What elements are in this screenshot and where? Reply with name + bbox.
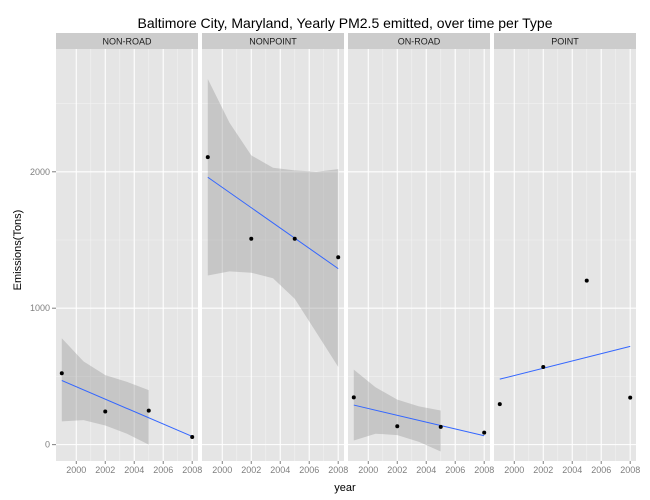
- x-tick-label: 2002: [95, 465, 115, 475]
- x-tick-label: 2006: [591, 465, 611, 475]
- data-point: [628, 395, 633, 400]
- y-tick-label: 2000: [30, 167, 50, 177]
- chart-title: Baltimore City, Maryland, Yearly PM2.5 e…: [138, 15, 553, 31]
- data-point: [497, 402, 502, 407]
- fit-line: [499, 345, 631, 380]
- panel-background: [202, 49, 344, 461]
- facet-panels: NON-ROAD 2000 2002 2004 2006 2008 NONPOINT 2000…: [56, 33, 640, 475]
- y-tick-label: 1000: [30, 303, 50, 313]
- data-point: [190, 435, 195, 440]
- x-tick-label: 2008: [182, 465, 202, 475]
- data-point: [103, 409, 108, 414]
- facet-strip: [494, 33, 636, 49]
- x-tick-label: 2002: [241, 465, 261, 475]
- data-point: [59, 371, 64, 376]
- panel-background: [348, 49, 490, 461]
- x-tick-label: 2000: [358, 465, 378, 475]
- panel-non-road: NON-ROAD 2000 2002 2004 2006 2008: [56, 33, 202, 475]
- data-point: [336, 255, 341, 260]
- data-point: [205, 155, 210, 160]
- y-tick-label: 0: [45, 440, 50, 450]
- x-tick-label: 2004: [416, 465, 436, 475]
- y-axis: 0 1000 2000: [30, 167, 56, 450]
- x-tick-label: 2004: [562, 465, 582, 475]
- x-tick-label: 2004: [124, 465, 144, 475]
- x-tick-label: 2008: [474, 465, 494, 475]
- facet-strip-label: NONPOINT: [249, 37, 297, 47]
- facet-strip: [56, 33, 198, 49]
- x-tick-label: 2006: [299, 465, 319, 475]
- data-point: [584, 278, 589, 283]
- panel-nonpoint: NONPOINT 2000 2002 2004 2006 2008: [202, 33, 348, 475]
- data-point: [351, 395, 356, 400]
- x-tick-label: 2008: [620, 465, 640, 475]
- x-axis-label: year: [334, 482, 356, 494]
- panel-on-road: ON-ROAD 2000 2002 2004 2006 2008: [348, 33, 494, 475]
- data-point: [482, 430, 487, 435]
- x-tick-label: 2000: [212, 465, 232, 475]
- data-point: [541, 364, 546, 369]
- x-tick-label: 2006: [153, 465, 173, 475]
- x-tick-label: 2000: [66, 465, 86, 475]
- panel-background: [494, 49, 636, 461]
- data-point: [249, 236, 254, 241]
- data-point: [146, 408, 151, 413]
- x-tick-label: 2000: [504, 465, 524, 475]
- fit-line: [61, 380, 193, 437]
- confidence-band: [353, 369, 441, 452]
- panel-point: POINT 2000 2002 2004 2006 2008: [494, 33, 640, 475]
- panel-background: [56, 49, 198, 461]
- x-tick-label: 2002: [387, 465, 407, 475]
- x-tick-label: 2004: [270, 465, 290, 475]
- facet-strip-label: POINT: [551, 37, 579, 47]
- data-point: [292, 236, 297, 241]
- x-tick-label: 2008: [328, 465, 348, 475]
- y-axis-label: Emissions(Tons): [12, 210, 24, 291]
- facet-strip: [202, 33, 344, 49]
- data-point: [438, 424, 443, 429]
- confidence-band: [61, 338, 149, 445]
- x-tick-label: 2006: [445, 465, 465, 475]
- fit-line: [353, 404, 485, 437]
- facet-strip-label: ON-ROAD: [398, 37, 441, 47]
- data-point: [395, 424, 400, 429]
- x-tick-label: 2002: [533, 465, 553, 475]
- facet-strip: [348, 33, 490, 49]
- fit-line: [207, 176, 339, 270]
- facet-strip-label: NON-ROAD: [103, 37, 152, 47]
